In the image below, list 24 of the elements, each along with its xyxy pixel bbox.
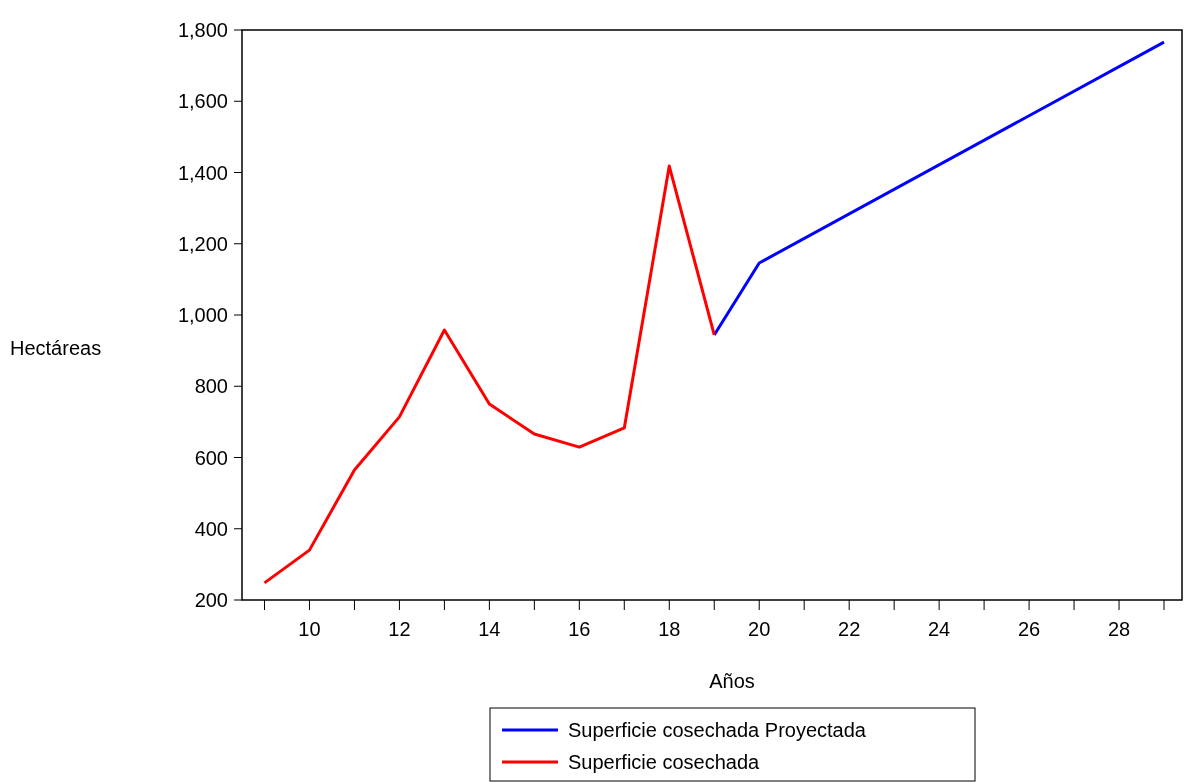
y-tick-label: 600 [194,446,228,469]
x-tick-label: 16 [568,618,591,640]
x-tick-label: 26 [1017,618,1041,640]
legend-label: Superficie cosechada [568,751,761,773]
y-tick-label: 1,600 [177,90,228,113]
x-tick-label: 12 [388,618,411,640]
x-tick-label: 24 [928,618,951,640]
y-tick-label: 400 [194,517,228,540]
y-tick-label: 1,000 [177,304,228,326]
legend-label: Superficie cosechada Proyectada [568,719,867,741]
x-axis-title: Años [709,670,755,692]
y-tick-label: 1,200 [177,232,228,255]
x-tick-label: 22 [838,618,861,640]
x-tick-label: 10 [298,618,321,640]
x-tick-label: 14 [478,618,501,640]
x-tick-label: 18 [658,618,681,640]
y-axis-title: Hectáreas [10,337,102,359]
x-tick-label: 28 [1107,618,1131,640]
x-tick-label: 20 [748,618,771,640]
y-tick-label: 1,400 [177,161,228,184]
line-series [262,164,716,585]
y-tick-label: 800 [194,375,228,398]
y-tick-label: 1,800 [177,19,228,41]
y-tick-label: 200 [194,589,228,611]
